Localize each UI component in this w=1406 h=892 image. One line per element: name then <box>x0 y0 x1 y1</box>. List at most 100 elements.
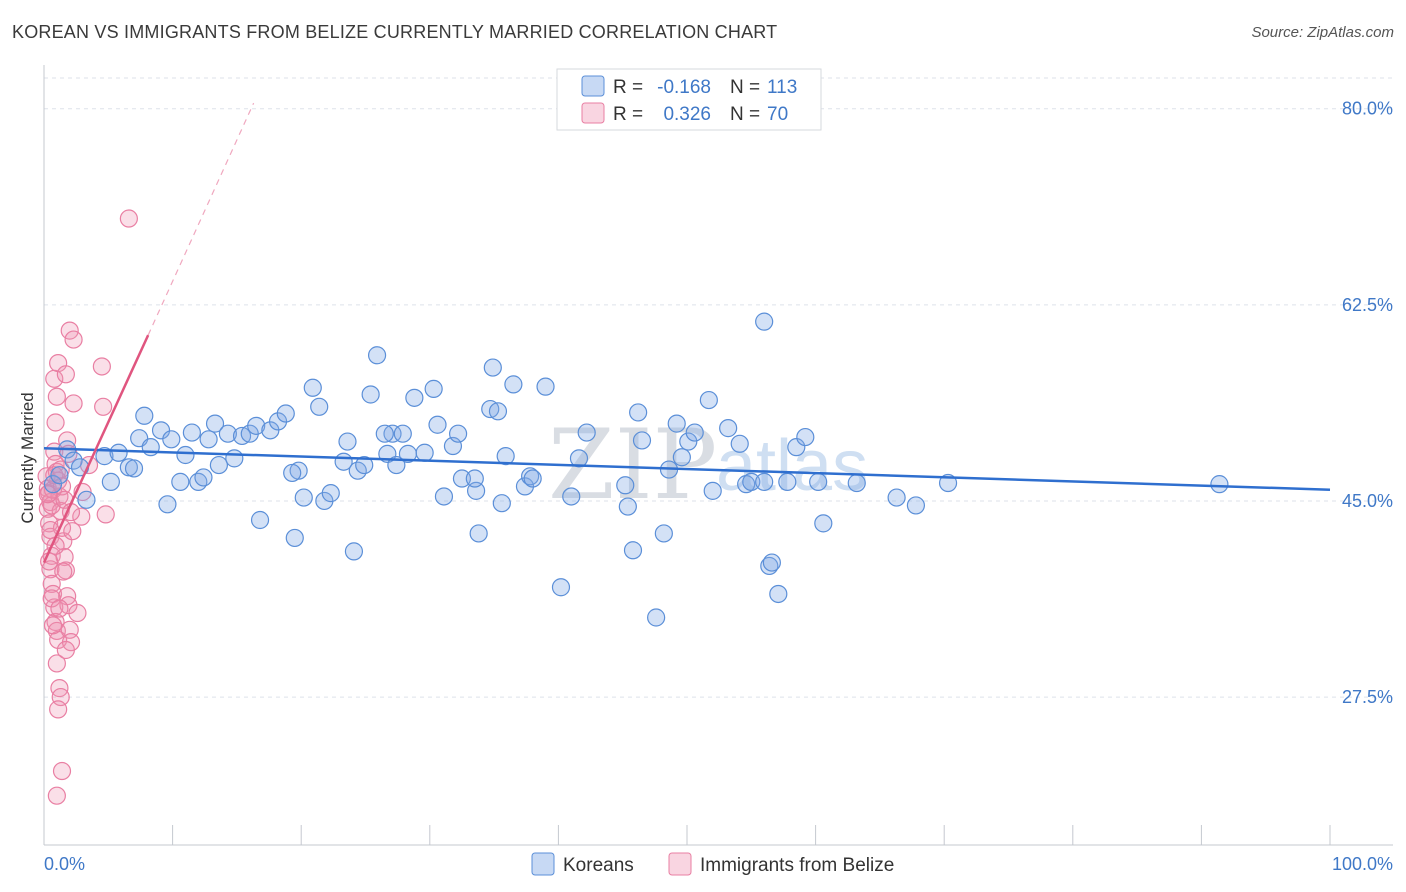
korean-point <box>730 434 749 453</box>
korean-point <box>755 312 774 331</box>
korean-point <box>616 476 635 495</box>
korean-point <box>536 377 555 396</box>
korean-point <box>43 475 63 494</box>
belize-point <box>47 387 66 406</box>
korean-point <box>515 477 535 496</box>
bottom-legend-belize: Immigrants from Belize <box>700 855 894 876</box>
korean-point <box>182 423 201 442</box>
korean-point <box>667 414 686 433</box>
korean-point <box>310 397 329 416</box>
koreans-series <box>43 312 1229 627</box>
korean-point <box>760 556 779 576</box>
axes <box>43 65 1393 846</box>
korean-point <box>101 472 120 491</box>
korean-point <box>338 432 357 451</box>
korean-point <box>194 468 213 487</box>
y-tick-label: 80.0% <box>1342 99 1393 119</box>
korean-point <box>64 451 83 470</box>
belize-trendline <box>42 334 150 564</box>
korean-point <box>158 495 177 514</box>
korean-point <box>654 524 673 543</box>
belize-point <box>92 357 111 376</box>
belize-point <box>54 562 73 581</box>
korean-point <box>205 414 225 433</box>
legend-r-value-belize: 0.326 <box>663 104 711 125</box>
korean-point <box>393 424 412 443</box>
korean-point <box>268 412 288 431</box>
korean-point <box>762 553 781 572</box>
belize-point <box>42 589 61 608</box>
korean-point <box>383 424 402 443</box>
korean-point <box>492 494 511 513</box>
belize-point <box>60 321 79 340</box>
legend-r-label-koreans: R = <box>613 77 643 98</box>
korean-point <box>742 472 761 491</box>
korean-point <box>1210 475 1229 494</box>
korean-point <box>755 472 774 491</box>
korean-point <box>283 463 302 483</box>
bottom-legend-swatch-koreans <box>531 852 555 876</box>
belize-point <box>96 505 115 524</box>
korean-point <box>452 469 472 488</box>
korean-point <box>218 424 237 443</box>
korean-point <box>124 459 144 478</box>
korean-point <box>647 608 666 627</box>
y-tick-labels: 27.5% 45.0% 62.5% 80.0% <box>1342 99 1393 707</box>
bottom-legend-swatch-belize <box>668 852 692 876</box>
belize-point <box>56 365 75 384</box>
korean-point <box>199 430 218 449</box>
korean-point <box>629 403 648 422</box>
legend-r-value-koreans: -0.168 <box>657 77 711 98</box>
korean-point <box>344 542 364 561</box>
korean-point <box>521 467 540 486</box>
korean-point <box>523 469 542 488</box>
korean-point <box>796 427 815 447</box>
korean-point <box>321 484 340 503</box>
korean-point <box>276 404 295 423</box>
korean-point <box>809 472 828 491</box>
legend-n-value-koreans: 113 <box>767 77 797 98</box>
korean-point <box>176 445 195 465</box>
y-tick-label: 45.0% <box>1342 491 1393 511</box>
korean-point <box>285 528 304 548</box>
legend-n-label-koreans: N = <box>730 77 760 98</box>
korean-point <box>50 466 69 485</box>
belize-point <box>49 700 68 719</box>
korean-point <box>618 497 637 516</box>
korean-point <box>209 455 228 475</box>
legend-swatch-koreans <box>581 75 605 97</box>
belize-point <box>64 330 83 349</box>
korean-point <box>361 385 380 404</box>
korean-point <box>250 510 270 530</box>
korean-point <box>375 424 394 443</box>
korean-point <box>632 431 652 450</box>
belize-point <box>52 761 72 781</box>
korean-point <box>703 481 722 500</box>
korean-point <box>151 421 171 440</box>
korean-point <box>303 378 322 397</box>
korean-point <box>135 406 154 425</box>
korean-point <box>488 402 508 421</box>
korean-point <box>171 472 190 491</box>
korean-point <box>247 416 266 435</box>
korean-point <box>367 346 387 365</box>
korean-point <box>504 375 523 394</box>
trendlines <box>42 102 1331 564</box>
koreans-trendline <box>43 447 1331 491</box>
belize-point <box>63 522 82 541</box>
belize-point <box>47 654 66 673</box>
gridlines <box>44 77 1393 698</box>
korean-point <box>551 578 571 597</box>
belize-point <box>56 640 75 660</box>
korean-point <box>424 379 443 398</box>
korean-point <box>847 473 866 493</box>
x-tick-label-max: 100.0% <box>1332 854 1393 874</box>
korean-point <box>448 424 468 443</box>
chart-title: KOREAN VS IMMIGRANTS FROM BELIZE CURRENT… <box>12 22 778 42</box>
korean-point <box>428 415 447 434</box>
korean-point <box>906 496 926 515</box>
korean-point <box>679 432 698 451</box>
korean-point <box>355 455 374 475</box>
legend-r-label-belize: R = <box>613 104 643 125</box>
